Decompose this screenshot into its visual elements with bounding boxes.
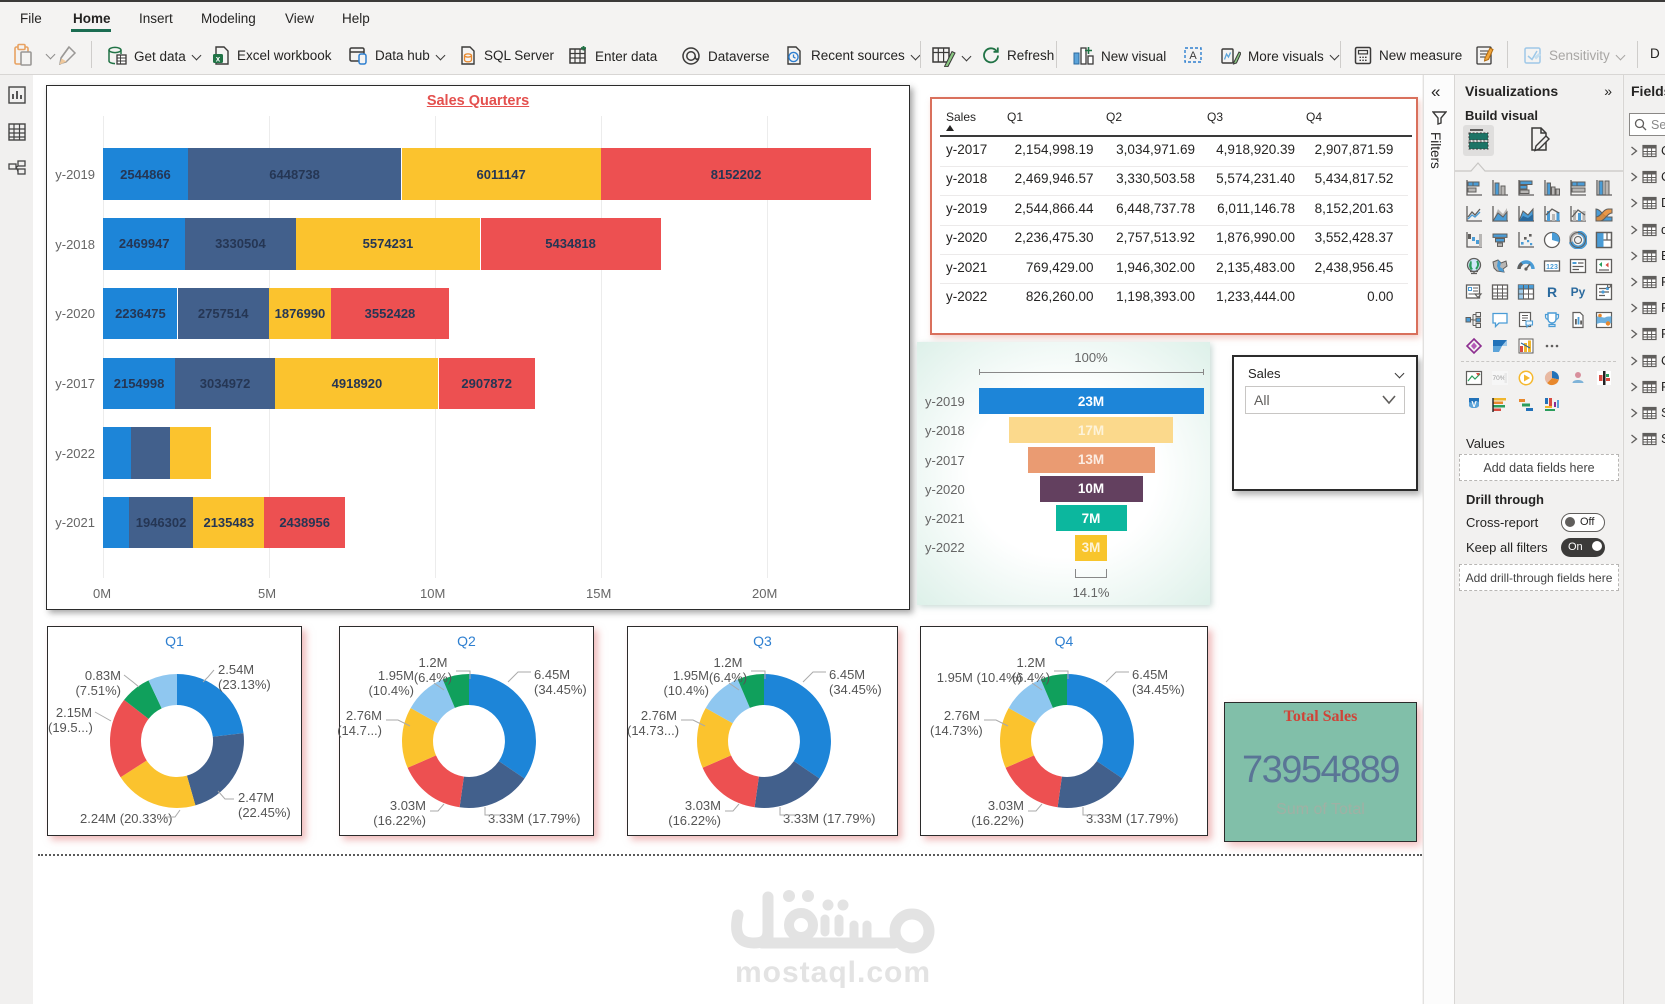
svg-text:70%: 70% [1492, 375, 1505, 382]
svg-text:V: V [1471, 400, 1477, 409]
svg-text:R: R [1547, 284, 1557, 300]
svg-text:mostaql.com: mostaql.com [735, 956, 931, 989]
svg-text:A: A [1189, 50, 1197, 62]
svg-text:Py: Py [1571, 285, 1586, 299]
svg-text:x: x [216, 54, 221, 63]
svg-text:123: 123 [1546, 264, 1558, 271]
